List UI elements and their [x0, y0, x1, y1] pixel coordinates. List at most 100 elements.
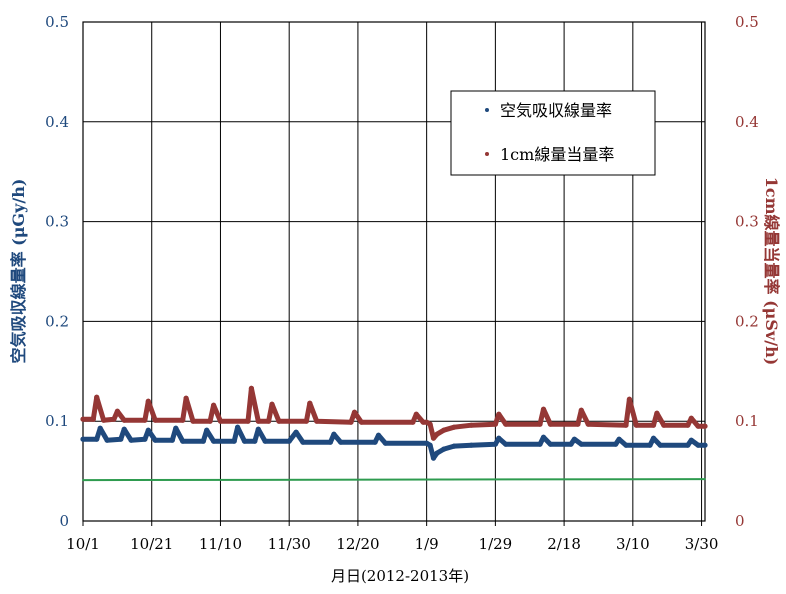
x-tick-label: 10/21	[130, 535, 173, 553]
data-point	[650, 435, 657, 441]
data-point	[338, 439, 344, 445]
data-point	[613, 441, 619, 447]
series-line-1	[80, 424, 708, 461]
y-tick-label-left: 0.2	[45, 312, 69, 330]
data-point	[547, 421, 554, 427]
y-tick-label-left: 0.5	[45, 13, 69, 31]
data-point	[382, 440, 388, 446]
series-2	[80, 385, 708, 441]
legend-marker-series-2	[485, 152, 489, 156]
data-point	[372, 439, 378, 445]
data-point	[286, 438, 292, 444]
data-point	[80, 416, 86, 422]
data-point	[300, 439, 306, 445]
data-point	[80, 436, 86, 442]
data-point	[152, 437, 158, 443]
data-point	[650, 422, 657, 428]
data-point	[413, 411, 419, 417]
axes: 0 0 0.1 0.1 0.2 0.2 0.3 0.3 0.4 0.4 0.5 0.5 10/1 10/2…	[45, 13, 759, 553]
data-point	[121, 417, 127, 423]
x-axis-title: 月日(2012-2013年)	[331, 567, 469, 585]
data-point	[702, 423, 708, 429]
data-point	[451, 443, 457, 449]
data-point	[169, 437, 175, 443]
data-point	[540, 406, 547, 412]
x-tick-label: 10/1	[66, 535, 100, 553]
data-point	[441, 427, 447, 433]
data-point	[180, 438, 186, 444]
y-tick-label-right: 0	[735, 512, 745, 530]
data-point	[434, 450, 440, 456]
data-point	[231, 438, 237, 444]
legend-marker-series-1	[485, 108, 489, 112]
data-point	[688, 415, 694, 421]
data-point	[702, 442, 708, 448]
data-point	[492, 421, 498, 427]
data-point	[307, 400, 313, 406]
y-tick-label-right: 0.4	[735, 113, 759, 131]
data-point	[358, 419, 364, 425]
data-point	[503, 421, 509, 427]
data-point	[255, 426, 261, 432]
data-point	[695, 442, 701, 448]
y-tick-label-right: 0.1	[735, 412, 759, 430]
x-tick-label: 3/10	[616, 535, 650, 553]
x-tick-label: 11/10	[199, 535, 242, 553]
data-point	[183, 395, 189, 401]
data-point	[104, 437, 110, 443]
data-point	[235, 424, 241, 430]
data-point	[685, 422, 691, 428]
data-point	[568, 441, 574, 447]
y-axis-left-title: 空気吸収線量率 (μGy/h)	[9, 179, 28, 364]
legend-box	[450, 90, 656, 176]
data-point	[585, 421, 591, 427]
y-tick-label-left: 0.1	[45, 412, 69, 430]
data-point	[351, 409, 358, 415]
data-point	[121, 426, 127, 432]
data-point	[451, 424, 457, 430]
data-point	[427, 421, 433, 427]
y-tick-label-right: 0.2	[735, 312, 759, 330]
data-point	[101, 417, 107, 423]
data-point	[434, 431, 440, 437]
data-point	[441, 446, 447, 452]
series-3	[82, 478, 706, 482]
x-tick-label: 1/9	[415, 535, 439, 553]
y-tick-label-right: 0.3	[735, 213, 759, 231]
data-point	[496, 411, 502, 417]
data-point	[496, 435, 502, 441]
data-point	[688, 437, 694, 443]
data-point	[97, 425, 103, 431]
y-axis-right-title: 1cm線量当量率 (μSv/h)	[762, 177, 781, 366]
data-point	[293, 429, 299, 435]
data-point	[430, 435, 437, 441]
data-point	[571, 436, 578, 442]
data-point	[276, 418, 282, 424]
data-point	[217, 418, 224, 424]
data-point	[90, 416, 96, 422]
data-point	[331, 431, 337, 437]
data-point	[547, 441, 554, 447]
data-point	[241, 438, 248, 444]
y-tick-label-left: 0.3	[45, 213, 69, 231]
data-point	[145, 398, 151, 404]
data-point	[204, 427, 210, 433]
data-point	[427, 442, 433, 448]
data-point	[94, 436, 100, 442]
x-tick-label: 11/30	[268, 535, 311, 553]
data-point	[303, 418, 309, 424]
data-point	[200, 438, 206, 444]
data-point	[492, 441, 498, 447]
data-point	[142, 436, 148, 442]
plot-area-frame	[82, 21, 706, 522]
data-point	[468, 442, 474, 448]
data-point	[575, 421, 581, 427]
data-point	[578, 441, 584, 447]
y-tick-label-left: 0	[59, 512, 69, 530]
data-point	[647, 442, 653, 448]
data-point	[623, 422, 629, 428]
data-point	[245, 418, 251, 424]
data-point	[252, 438, 258, 444]
